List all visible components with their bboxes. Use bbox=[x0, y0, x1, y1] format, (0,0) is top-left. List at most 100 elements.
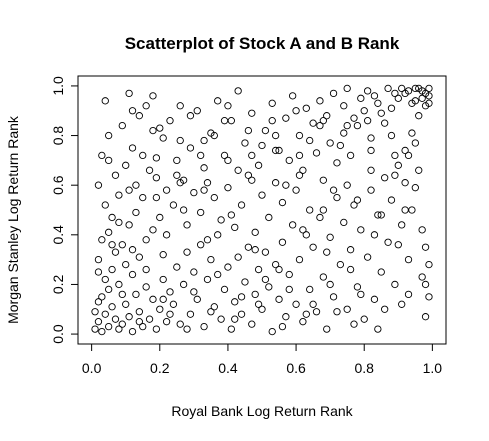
data-point bbox=[353, 121, 362, 130]
data-point bbox=[374, 325, 382, 333]
data-point bbox=[203, 179, 212, 187]
data-point bbox=[210, 193, 218, 202]
data-point bbox=[285, 156, 293, 165]
data-point bbox=[251, 246, 259, 254]
data-point bbox=[268, 99, 276, 107]
data-point bbox=[258, 141, 266, 150]
data-point bbox=[275, 265, 283, 274]
data-point bbox=[227, 117, 235, 125]
data-point bbox=[142, 236, 150, 244]
data-point bbox=[295, 171, 304, 179]
data-point bbox=[237, 293, 246, 301]
data-point bbox=[404, 290, 413, 299]
data-point bbox=[381, 119, 389, 127]
data-point bbox=[336, 260, 345, 269]
data-point bbox=[176, 320, 184, 328]
data-point bbox=[391, 280, 399, 289]
data-point bbox=[415, 84, 423, 93]
data-point bbox=[186, 112, 195, 120]
data-point bbox=[340, 129, 348, 137]
data-point bbox=[316, 97, 324, 105]
data-point bbox=[173, 171, 181, 179]
data-point bbox=[312, 308, 321, 316]
data-point bbox=[169, 300, 178, 308]
data-point bbox=[125, 186, 133, 194]
data-point bbox=[108, 241, 116, 249]
data-point bbox=[309, 119, 317, 127]
data-point bbox=[142, 102, 150, 110]
data-point bbox=[214, 97, 222, 105]
data-point bbox=[224, 184, 232, 192]
data-point bbox=[421, 280, 430, 289]
data-point bbox=[363, 117, 372, 125]
data-point bbox=[316, 121, 324, 130]
data-point bbox=[149, 92, 157, 100]
data-point bbox=[350, 114, 358, 122]
data-point bbox=[251, 290, 259, 299]
data-point bbox=[387, 104, 396, 112]
data-point bbox=[292, 300, 300, 308]
data-point bbox=[231, 315, 239, 323]
data-point bbox=[302, 231, 310, 239]
data-point bbox=[367, 186, 375, 194]
data-point bbox=[159, 134, 167, 142]
chart-title: Scatterplot of Stock A and B Rank bbox=[125, 34, 400, 53]
data-point bbox=[418, 273, 426, 281]
data-point bbox=[377, 268, 385, 276]
data-point bbox=[374, 211, 382, 219]
data-point bbox=[227, 211, 235, 219]
data-point bbox=[299, 318, 307, 326]
data-point bbox=[282, 313, 290, 321]
data-point bbox=[343, 181, 351, 189]
data-point bbox=[98, 293, 106, 301]
data-point bbox=[425, 84, 433, 93]
data-point bbox=[357, 226, 365, 234]
data-point bbox=[299, 226, 307, 234]
data-point bbox=[357, 290, 365, 299]
data-point bbox=[261, 126, 270, 135]
data-point bbox=[128, 107, 137, 115]
data-point bbox=[278, 322, 287, 331]
data-point bbox=[404, 255, 413, 264]
data-point bbox=[162, 186, 171, 194]
data-point bbox=[408, 206, 416, 214]
data-point bbox=[207, 255, 215, 264]
data-point bbox=[101, 275, 109, 284]
data-point bbox=[210, 303, 218, 311]
data-point bbox=[122, 260, 130, 269]
data-point bbox=[381, 305, 389, 313]
data-point bbox=[282, 181, 290, 189]
data-point bbox=[132, 181, 140, 189]
data-point bbox=[411, 139, 419, 147]
data-point bbox=[207, 308, 215, 316]
data-point bbox=[418, 94, 426, 102]
data-point bbox=[312, 149, 321, 157]
data-point bbox=[411, 97, 419, 105]
data-point bbox=[214, 231, 222, 239]
data-point bbox=[326, 280, 334, 289]
data-point bbox=[224, 102, 232, 110]
plot-frame bbox=[77, 75, 447, 345]
data-point bbox=[156, 124, 164, 132]
data-point bbox=[139, 193, 147, 202]
data-point bbox=[261, 248, 270, 256]
data-point bbox=[248, 109, 256, 117]
data-point bbox=[105, 285, 113, 294]
data-point bbox=[425, 260, 433, 269]
data-point bbox=[258, 191, 266, 199]
data-point bbox=[285, 285, 293, 294]
data-point bbox=[387, 131, 396, 140]
data-point bbox=[275, 295, 283, 303]
data-point bbox=[363, 87, 372, 95]
data-point bbox=[200, 164, 208, 172]
data-point bbox=[251, 228, 259, 236]
data-point bbox=[186, 144, 195, 152]
data-point bbox=[176, 102, 184, 110]
data-point bbox=[214, 270, 222, 279]
data-point bbox=[421, 313, 430, 321]
data-point bbox=[265, 213, 273, 222]
data-point bbox=[183, 325, 191, 333]
data-point bbox=[401, 146, 409, 155]
data-point bbox=[105, 228, 113, 236]
data-point bbox=[295, 131, 304, 140]
